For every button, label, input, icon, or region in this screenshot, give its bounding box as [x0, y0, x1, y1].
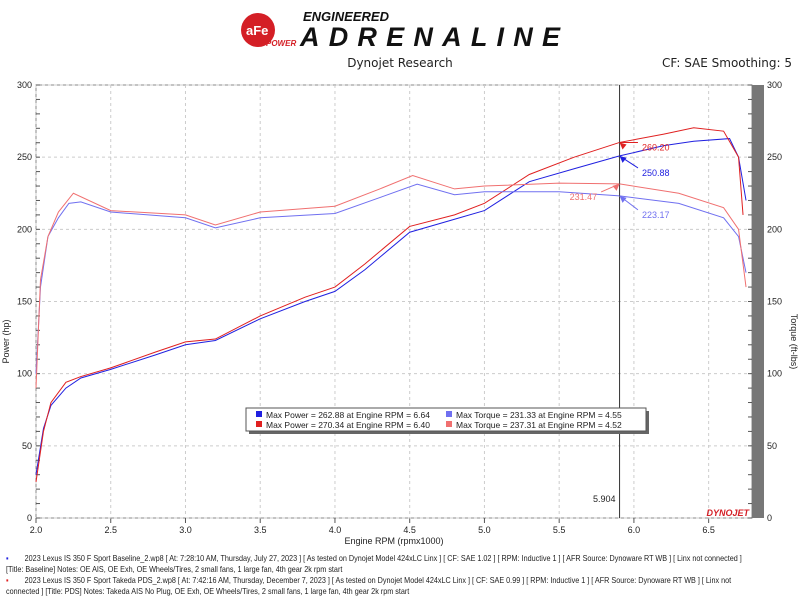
run-marker: ▪ — [6, 575, 9, 585]
run-notes-pds-line1: ▪ 2023 Lexus IS 350 F Sport Takeda PDS_2… — [6, 575, 788, 586]
legend-entry: Max Torque = 231.33 at Engine RPM = 4.55 — [456, 410, 622, 420]
y2-tick-label: 150 — [767, 297, 782, 307]
right-axis-bar — [752, 85, 764, 518]
series-line-3 — [35, 174, 747, 389]
run-notes-baseline-line2: [Title: Baseline] Notes: OE AIS, OE Exh,… — [6, 564, 343, 574]
legend-box — [245, 407, 647, 432]
x-tick-label: 5.0 — [478, 525, 491, 535]
series-line-1 — [35, 127, 744, 482]
x-tick-label: 4.5 — [403, 525, 416, 535]
note-line: 2023 Lexus IS 350 F Sport Baseline_2.wp8… — [24, 553, 742, 563]
legend-swatch — [446, 411, 452, 417]
arrow-head — [619, 195, 627, 203]
run-notes-baseline-line1: ▪ 2023 Lexus IS 350 F Sport Baseline_2.w… — [6, 553, 788, 564]
x-axis-label: Engine RPM (rpmx1000) — [344, 536, 443, 546]
arrow-head — [619, 142, 627, 150]
legend-entry: Max Torque = 237.31 at Engine RPM = 4.52 — [456, 420, 622, 430]
series-line-0 — [35, 138, 747, 475]
legend-entry: Max Power = 270.34 at Engine RPM = 6.40 — [266, 420, 430, 430]
x-tick-label: 2.0 — [30, 525, 43, 535]
y-tick-label: 250 — [17, 152, 32, 162]
y-tick-label: 50 — [22, 441, 32, 451]
svg-text:ENGINEERED: ENGINEERED — [303, 9, 390, 24]
y2-tick-label: 300 — [767, 80, 782, 90]
run-notes: ▪ 2023 Lexus IS 350 F Sport Baseline_2.w… — [6, 553, 788, 597]
svg-text:aFe: aFe — [246, 23, 268, 38]
annotation-label: 260.20 — [642, 142, 670, 152]
legend-swatch — [446, 421, 452, 427]
dynojet-brand: DYNOJET — [706, 508, 750, 518]
note-line: 2023 Lexus IS 350 F Sport Takeda PDS_2.w… — [24, 575, 732, 585]
y-tick-label: 150 — [17, 297, 32, 307]
legend-swatch — [256, 421, 262, 427]
y-tick-label: 100 — [17, 369, 32, 379]
x-tick-label: 6.5 — [702, 525, 715, 535]
series-line-2 — [35, 183, 747, 374]
cf-smoothing: CF: SAE Smoothing: 5 — [661, 56, 792, 70]
x-tick-label: 3.0 — [179, 525, 192, 535]
x-tick-label: 4.0 — [329, 525, 342, 535]
arrow-head — [612, 183, 620, 191]
x-tick-label: 2.5 — [104, 525, 117, 535]
y-axis-label: Power (hp) — [1, 319, 11, 363]
y-tick-label: 200 — [17, 224, 32, 234]
y2-tick-label: 0 — [767, 513, 772, 523]
y2-tick-label: 200 — [767, 224, 782, 234]
run-notes-pds-line2: connected ] [Title: PDS] Notes: Takeda A… — [6, 586, 410, 596]
annotation-label: 250.88 — [642, 168, 670, 178]
y-tick-label: 0 — [27, 513, 32, 523]
x-tick-label: 3.5 — [254, 525, 267, 535]
subtitle: Dynojet Research — [347, 56, 453, 70]
legend-swatch — [256, 411, 262, 417]
x-tick-label: 5.5 — [553, 525, 566, 535]
annotation-label: 231.47 — [570, 192, 598, 202]
run-marker: ▪ — [6, 553, 9, 563]
y2-tick-label: 50 — [767, 441, 777, 451]
y2-tick-label: 250 — [767, 152, 782, 162]
dyno-chart: 2.0 2.5 3.0 3.5 4.0 4.5 5.0 5.5 6.0 6.5 0 0 50 50 100 1… — [1, 80, 799, 546]
y2-axis-label: Torque (ft-lbs) — [789, 314, 799, 370]
annotation-label: 223.17 — [642, 210, 670, 220]
y-tick-label: 300 — [17, 80, 32, 90]
y2-tick-label: 100 — [767, 369, 782, 379]
afe-adrenaline-logo: aFe POWER ENGINEERED ADRENALINE — [241, 9, 561, 50]
svg-text:POWER: POWER — [266, 39, 296, 48]
svg-text:ADRENALINE: ADRENALINE — [299, 22, 561, 50]
legend-entry: Max Power = 262.88 at Engine RPM = 6.64 — [266, 410, 430, 420]
cursor-label: 5.904 — [593, 494, 616, 504]
arrow-head — [619, 155, 627, 163]
x-tick-label: 6.0 — [628, 525, 641, 535]
